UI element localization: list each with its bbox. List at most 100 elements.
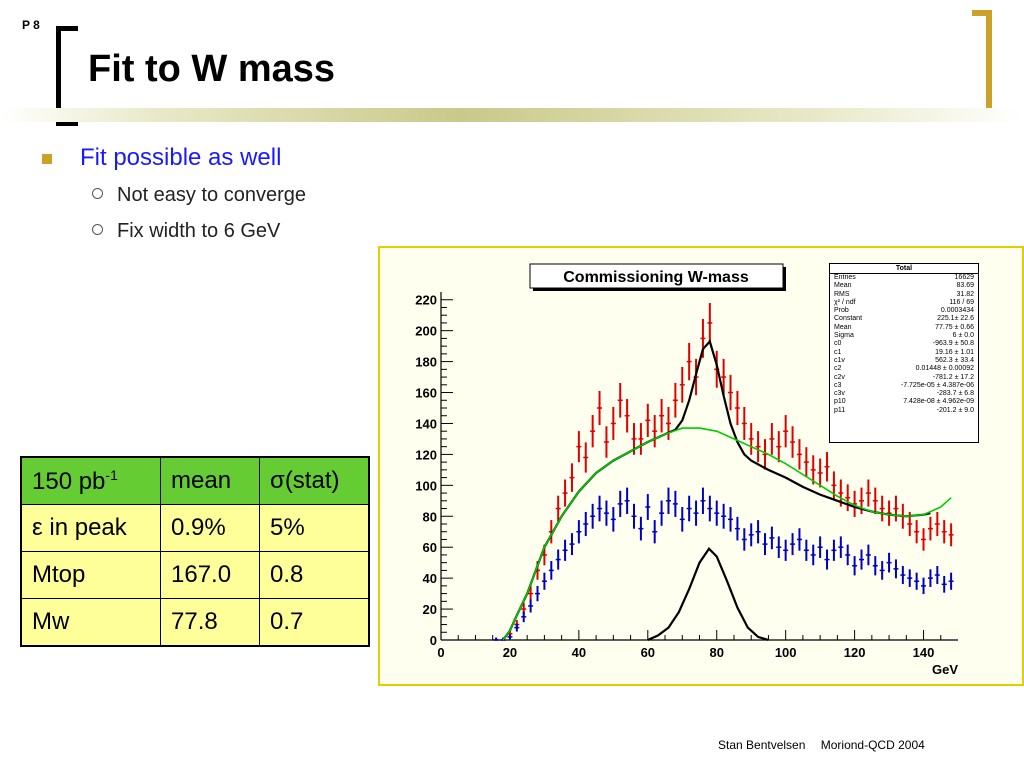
table-row: Mtop 167.0 0.8	[20, 551, 370, 599]
stats-row: c2v -781.2 ± 17.2	[830, 374, 978, 382]
series-line-gaussian	[647, 546, 769, 642]
y-tick-label: 160	[415, 386, 437, 401]
row-mean: 167.0	[160, 551, 260, 599]
y-tick-label: 20	[423, 602, 437, 617]
stats-row: Mean 77.75 ± 0.66	[830, 324, 978, 332]
stats-key: RMS	[834, 290, 850, 298]
stats-key: c0	[834, 340, 842, 348]
stats-value: 0.01448 ± 0.00092	[915, 365, 974, 373]
stats-row: RMS 31.82	[830, 291, 978, 299]
y-tick-label: 60	[423, 540, 437, 555]
y-tick-label: 200	[415, 324, 437, 339]
stats-key: p10	[834, 398, 846, 406]
y-tick-label: 220	[415, 293, 437, 308]
row-stat: 0.7	[259, 598, 370, 647]
bullet-sub-1-text: Not easy to converge	[117, 184, 306, 206]
stats-row: p11 -201.2 ± 9.0	[830, 407, 978, 415]
stats-value: -963.9 ± 50.8	[932, 340, 974, 348]
stats-value: -283.7 ± 6.8	[936, 390, 974, 398]
x-tick-label: 20	[503, 645, 517, 660]
stats-row: χ² / ndf 116 / 69	[830, 299, 978, 307]
stats-key: Sigma	[834, 332, 854, 340]
x-tick-label: 80	[709, 645, 723, 660]
stats-box: Total Entries 16629 Mean 83.69 RMS 31.82 χ² / …	[829, 263, 979, 443]
stats-key: Constant	[834, 315, 863, 323]
stats-value: -201.2 ± 9.0	[936, 406, 974, 414]
header-cell-stat: σ(stat)	[259, 456, 370, 505]
stats-row: c3 -7.725e-05 ± 4.387e-06	[830, 382, 978, 390]
row-mean: 77.8	[160, 598, 260, 647]
bullet-main-text: Fit possible as well	[80, 144, 282, 171]
stats-row: Mean 83.69	[830, 282, 978, 290]
chart-title-shadow	[533, 288, 786, 291]
circle-bullet-icon	[92, 224, 103, 236]
stats-value: 225.1± 22.6	[937, 315, 974, 323]
stats-value: 16629	[954, 274, 974, 281]
stats-value: 19.16 ± 1.01	[935, 348, 974, 356]
y-tick-label: 120	[415, 447, 437, 462]
stats-value: 116 / 69	[949, 298, 974, 306]
stats-value: 562.3 ± 33.4	[935, 356, 974, 364]
footer-event: Moriond-QCD 2004	[820, 738, 925, 752]
stats-row: c0 -963.9 ± 50.8	[830, 340, 978, 348]
stats-value: -781.2 ± 17.2	[932, 373, 974, 381]
stats-row: Sigma 6 ± 0.0	[830, 332, 978, 340]
row-mean: 0.9%	[160, 504, 260, 552]
y-tick-label: 80	[423, 509, 437, 524]
stats-value: 83.69	[956, 282, 974, 290]
stats-value: 31.82	[956, 290, 974, 298]
stats-title: Total	[830, 264, 978, 274]
chart-title: Commissioning W-mass	[563, 269, 749, 286]
stats-key: χ² / ndf	[834, 298, 856, 306]
bullet-sub-1: Not easy to converge	[92, 184, 306, 207]
slide-title: Fit to W mass	[88, 48, 336, 90]
stats-key: p11	[834, 406, 846, 414]
chart-title-shadow	[783, 267, 786, 291]
x-tick-label: 100	[775, 645, 797, 660]
square-bullet-icon	[42, 154, 52, 164]
stats-row: c1v 562.3 ± 33.4	[830, 357, 978, 365]
stats-value: 7.428e-08 ± 4.962e-09	[903, 398, 974, 406]
row-label: ε in peak	[20, 504, 161, 552]
stats-key: Mean	[834, 282, 852, 290]
stats-key: c3v	[834, 390, 845, 398]
footer: Stan Bentvelsen Moriond-QCD 2004	[718, 738, 937, 752]
stats-key: c2v	[834, 373, 845, 381]
x-tick-label: 120	[844, 645, 866, 660]
x-tick-label: 40	[572, 645, 586, 660]
circle-bullet-icon	[92, 188, 103, 200]
stats-value: 6 ± 0.0	[952, 332, 974, 340]
stats-row: c1 19.16 ± 1.01	[830, 349, 978, 357]
stats-key: Entries	[834, 274, 856, 281]
y-tick-label: 100	[415, 478, 437, 493]
bullet-sub-2-text: Fix width to 6 GeV	[117, 220, 281, 242]
stats-row: Prob 0.0003434	[830, 307, 978, 315]
title-underline-bar	[0, 108, 1024, 122]
stats-row: c2 0.01448 ± 0.00092	[830, 365, 978, 373]
y-tick-label: 0	[430, 633, 437, 648]
stats-key: c3	[834, 381, 842, 389]
table-row: Mw 77.8 0.7	[20, 598, 370, 647]
results-table: 150 pb-1 mean σ(stat) ε in peak 0.9% 5% …	[20, 456, 370, 647]
stats-value: 0.0003434	[940, 307, 974, 315]
y-tick-label: 40	[423, 571, 437, 586]
title-bracket-left	[56, 26, 78, 126]
bullet-sub-2: Fix width to 6 GeV	[92, 220, 280, 243]
footer-author: Stan Bentvelsen	[718, 738, 806, 752]
stats-key: c1v	[834, 356, 845, 364]
row-label: Mtop	[20, 551, 161, 599]
stats-key: c1	[834, 348, 842, 356]
x-tick-label: 0	[437, 645, 444, 660]
stats-key: Prob	[834, 307, 849, 315]
stats-row: Constant 225.1± 22.6	[830, 315, 978, 323]
y-tick-label: 140	[415, 416, 437, 431]
series-line-background	[502, 427, 952, 641]
stats-key: Mean	[834, 323, 852, 331]
x-tick-label: 60	[641, 645, 655, 660]
stats-row: p10 7.428e-08 ± 4.962e-09	[830, 398, 978, 406]
x-tick-label: 140	[913, 645, 935, 660]
stats-key: c2	[834, 365, 842, 373]
page-number: P 8	[22, 18, 40, 32]
x-axis-label: GeV	[932, 662, 958, 677]
